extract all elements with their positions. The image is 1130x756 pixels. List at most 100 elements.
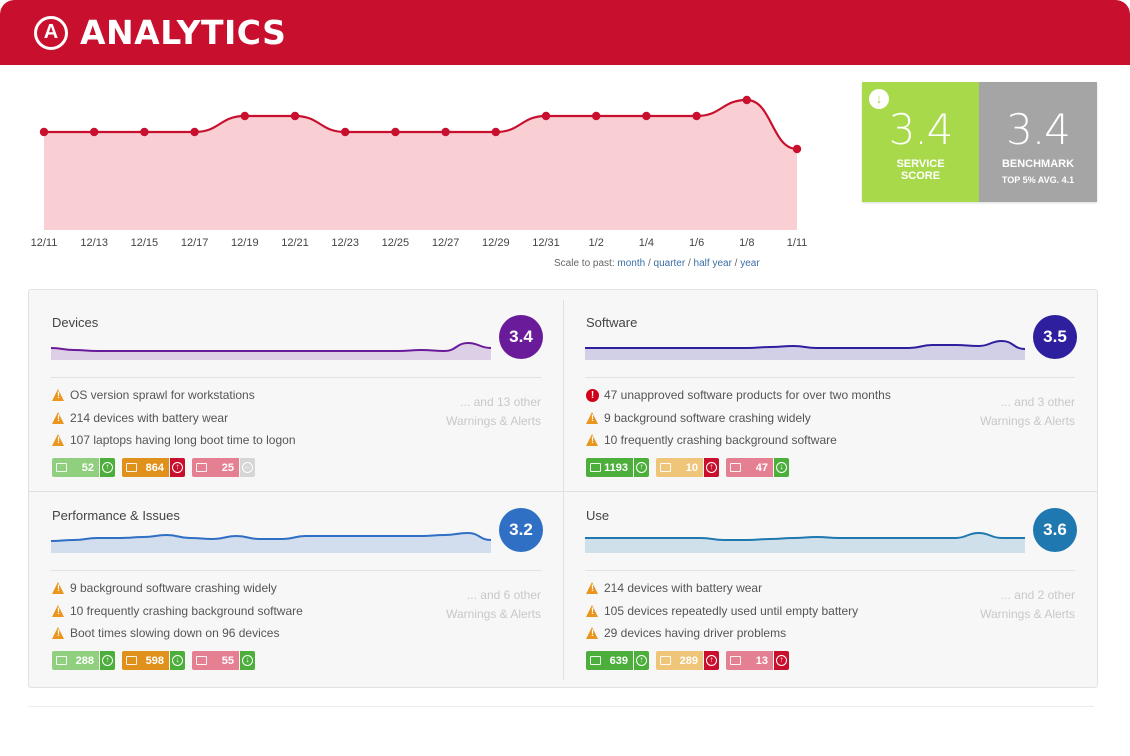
trend-point[interactable] bbox=[642, 111, 651, 121]
count-chip[interactable]: 288 ↑ bbox=[52, 651, 115, 670]
count-chip[interactable]: 1193 ↑ bbox=[586, 458, 649, 477]
alert-item[interactable]: OS version sprawl for workstations bbox=[52, 384, 296, 407]
count-chip[interactable]: 639 ↑ bbox=[586, 651, 649, 670]
alert-list: ! 47 unapproved software products for ove… bbox=[586, 384, 891, 452]
arrow-up-icon: ↑ bbox=[172, 462, 183, 473]
x-tick-label: 12/11 bbox=[30, 237, 58, 249]
alert-item[interactable]: 105 devices repeatedly used until empty … bbox=[586, 600, 858, 623]
trend-point[interactable] bbox=[692, 111, 701, 121]
service-score-value: 3.4 bbox=[888, 105, 954, 154]
chip-body: 13 bbox=[726, 651, 773, 670]
alert-text: 107 laptops having long boot time to log… bbox=[70, 433, 296, 448]
trend-point[interactable] bbox=[792, 144, 802, 154]
trend-point[interactable] bbox=[290, 111, 300, 121]
alert-text: 29 devices having driver problems bbox=[604, 626, 787, 641]
count-chip[interactable]: 25 ← bbox=[192, 458, 255, 477]
scale-link-month[interactable]: month bbox=[617, 258, 646, 269]
more-alerts-link[interactable]: ... and 2 other Warnings & Alerts bbox=[980, 586, 1075, 624]
more-alerts-label: Warnings & Alerts bbox=[980, 607, 1075, 621]
count-chip[interactable]: 864 ↑ bbox=[122, 458, 185, 477]
x-tick-label: 1/6 bbox=[688, 237, 705, 249]
trend-point[interactable] bbox=[441, 127, 450, 137]
category-software[interactable]: Software 3.5! 47 unapproved software produ… bbox=[563, 290, 1097, 490]
footer-divider bbox=[28, 706, 1094, 707]
count-chip[interactable]: 289 ↑ bbox=[656, 651, 719, 670]
scale-link-quarter[interactable]: quarter bbox=[653, 258, 686, 269]
alert-item[interactable]: 9 background software crashing widely bbox=[52, 577, 303, 600]
arrow-up-icon: ↑ bbox=[102, 655, 113, 666]
warning-icon bbox=[586, 627, 599, 640]
alert-item[interactable]: 10 frequently crashing background softwa… bbox=[586, 429, 891, 452]
alert-item[interactable]: 29 devices having driver problems bbox=[586, 622, 858, 645]
trend-point[interactable] bbox=[491, 127, 500, 137]
trend-indicator: ↑ bbox=[704, 651, 719, 670]
category-devices[interactable]: Devices 3.4 OS version sprawl for workstat… bbox=[29, 290, 563, 490]
arrow-up-icon: ↑ bbox=[706, 655, 717, 666]
warning-icon bbox=[52, 604, 65, 617]
category-divider bbox=[585, 377, 1075, 378]
alert-item[interactable]: 214 devices with battery wear bbox=[586, 577, 858, 600]
chip-count: 289 bbox=[679, 654, 698, 667]
monitor-icon bbox=[56, 463, 67, 472]
benchmark-label: BENCHMARK bbox=[1001, 158, 1075, 170]
device-count-chips: 52 ↑ 864 ↑ 25 ← bbox=[52, 458, 262, 477]
category-use[interactable]: Use 3.6 214 devices with battery wear 105 d… bbox=[563, 483, 1097, 683]
count-chip[interactable]: 52 ↑ bbox=[52, 458, 115, 477]
trend-point[interactable] bbox=[742, 95, 751, 105]
more-alerts-count: ... and 13 other bbox=[460, 395, 541, 409]
more-alerts-label: Warnings & Alerts bbox=[446, 414, 541, 428]
trend-point[interactable] bbox=[240, 111, 249, 121]
more-alerts-link[interactable]: ... and 6 other Warnings & Alerts bbox=[446, 586, 541, 624]
alert-item[interactable]: 10 frequently crashing background softwa… bbox=[52, 600, 303, 623]
chip-count: 25 bbox=[221, 461, 234, 474]
warning-icon bbox=[586, 434, 599, 447]
sparkline-line bbox=[585, 339, 1026, 350]
trend-point[interactable] bbox=[541, 111, 551, 121]
sparkline-area bbox=[585, 341, 1025, 360]
more-alerts-link[interactable]: ... and 13 other Warnings & Alerts bbox=[446, 393, 541, 431]
count-chip[interactable]: 10 ↑ bbox=[656, 458, 719, 477]
down-arrow-icon: ↓ bbox=[869, 89, 889, 109]
arrow-up-icon: ↑ bbox=[776, 655, 787, 666]
category-title: Use bbox=[586, 508, 610, 523]
x-tick-label: 12/17 bbox=[180, 237, 209, 249]
trend-point[interactable] bbox=[391, 127, 400, 137]
trend-point[interactable] bbox=[341, 127, 350, 137]
monitor-icon bbox=[730, 656, 741, 665]
benchmark-sub: TOP 5% AVG. 4.1 bbox=[1001, 175, 1075, 185]
alert-item[interactable]: 107 laptops having long boot time to log… bbox=[52, 429, 296, 452]
count-chip[interactable]: 13 ↑ bbox=[726, 651, 789, 670]
alert-item[interactable]: Boot times slowing down on 96 devices bbox=[52, 622, 303, 645]
trend-point[interactable] bbox=[39, 127, 49, 137]
trend-indicator: ↑ bbox=[100, 458, 115, 477]
arrow-up-icon: ↑ bbox=[636, 655, 647, 666]
scale-link-half-year[interactable]: half year bbox=[693, 258, 732, 269]
arrow-up-icon: ↑ bbox=[636, 462, 647, 473]
alert-item[interactable]: ! 47 unapproved software products for ove… bbox=[586, 384, 891, 407]
x-tick-label: 12/13 bbox=[80, 237, 108, 249]
arrow-up-icon: ↑ bbox=[706, 462, 717, 473]
trend-point[interactable] bbox=[592, 111, 601, 121]
trend-point[interactable] bbox=[190, 127, 199, 137]
count-chip[interactable]: 598 ↓ bbox=[122, 651, 185, 670]
chip-count: 10 bbox=[685, 461, 698, 474]
category-divider bbox=[51, 570, 541, 571]
category-performance-issues[interactable]: Performance & Issues 3.2 9 background soft… bbox=[29, 483, 563, 683]
count-chip[interactable]: 55 ↓ bbox=[192, 651, 255, 670]
trend-point[interactable] bbox=[90, 127, 99, 137]
count-chip[interactable]: 47 ↓ bbox=[726, 458, 789, 477]
chip-count: 598 bbox=[145, 654, 164, 667]
monitor-icon bbox=[730, 463, 741, 472]
alert-text: 214 devices with battery wear bbox=[70, 410, 229, 425]
header-bar: A ANALYTICS bbox=[0, 0, 1130, 65]
alert-item[interactable]: 214 devices with battery wear bbox=[52, 407, 296, 430]
page-title: ANALYTICS bbox=[80, 13, 287, 52]
more-alerts-link[interactable]: ... and 3 other Warnings & Alerts bbox=[980, 393, 1075, 431]
category-sparkline bbox=[585, 339, 1026, 360]
x-tick-label: 1/2 bbox=[588, 237, 604, 249]
trend-point[interactable] bbox=[140, 127, 149, 137]
category-title: Software bbox=[586, 315, 638, 330]
alert-item[interactable]: 9 background software crashing widely bbox=[586, 407, 891, 430]
scale-link-year[interactable]: year bbox=[740, 258, 760, 269]
arrow-left-icon: ← bbox=[242, 462, 253, 473]
